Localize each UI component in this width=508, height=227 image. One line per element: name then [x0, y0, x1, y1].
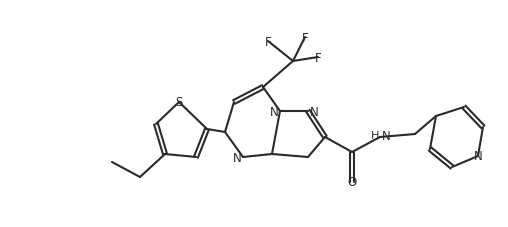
Text: O: O	[347, 176, 357, 189]
Text: N: N	[270, 105, 278, 118]
Text: F: F	[314, 51, 322, 64]
Text: N: N	[309, 105, 319, 118]
Text: N: N	[233, 151, 241, 164]
Text: F: F	[265, 35, 271, 48]
Text: N: N	[473, 150, 483, 163]
Text: S: S	[175, 96, 183, 109]
Text: N: N	[382, 129, 390, 142]
Text: H: H	[371, 131, 379, 140]
Text: F: F	[302, 31, 308, 44]
